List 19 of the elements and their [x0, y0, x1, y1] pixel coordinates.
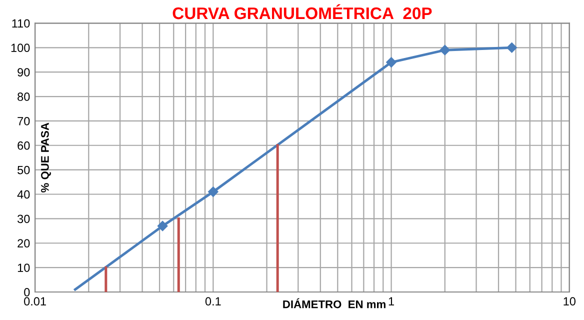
- x-axis-title: DIÁMETRO EN mm: [283, 298, 386, 308]
- y-tick-label: 0: [24, 288, 30, 296]
- chart-title: CURVA GRANULOMÉTRICA 20P: [172, 4, 432, 20]
- x-tick-label: 10: [564, 297, 576, 306]
- y-tick-label: 80: [18, 92, 30, 101]
- x-tick-label: 0.01: [24, 297, 46, 306]
- y-tick-label: 30: [18, 214, 30, 224]
- y-tick-label: 40: [17, 190, 30, 199]
- x-tick-label: 1: [388, 297, 394, 306]
- x-tick-label: 0.1: [205, 297, 221, 306]
- y-tick-label: 70: [18, 116, 30, 126]
- y-tick-label: 20: [18, 239, 30, 248]
- y-axis-title: % QUE PASA: [41, 122, 51, 192]
- y-tick-label: 100: [11, 44, 30, 52]
- y-tick-label: 10: [18, 264, 30, 272]
- y-tick-label: 60: [18, 141, 30, 150]
- y-tick-label: 50: [18, 166, 30, 174]
- y-tick-label: 110: [12, 19, 30, 28]
- y-tick-label: 90: [18, 68, 30, 76]
